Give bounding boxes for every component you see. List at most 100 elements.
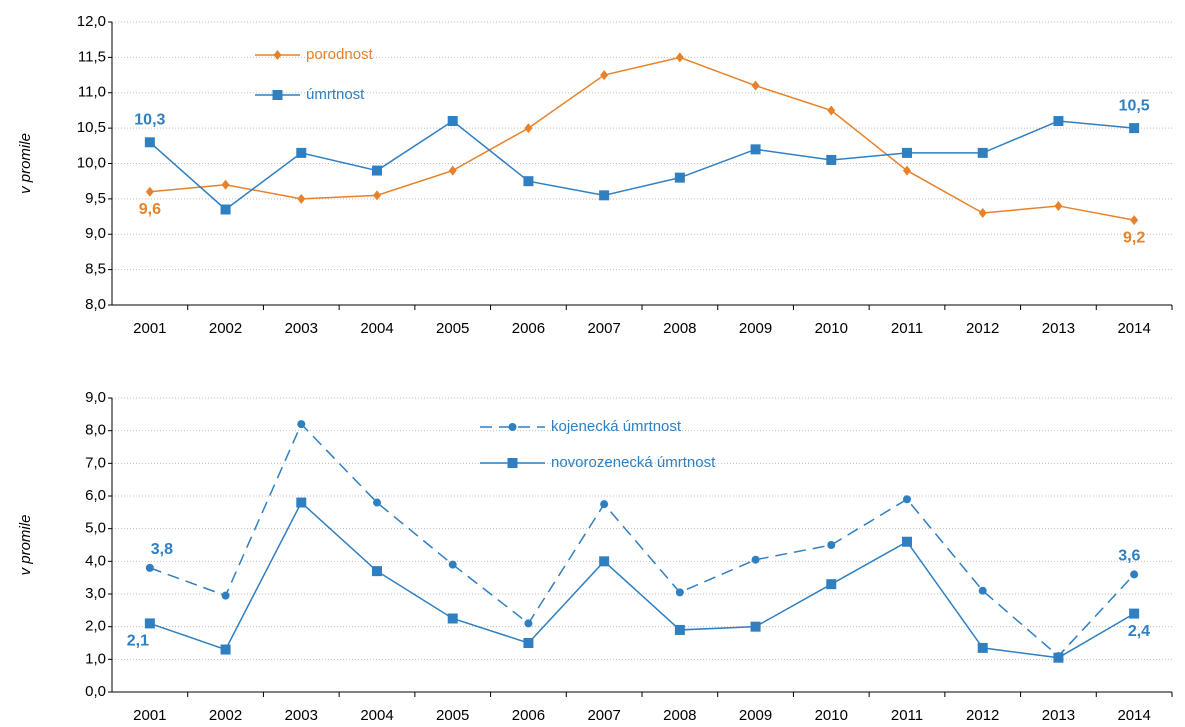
marker	[903, 495, 911, 504]
x-tick-label: 2009	[739, 320, 772, 337]
y-axis-label: v promile	[17, 133, 34, 194]
x-tick-label: 2006	[512, 320, 545, 337]
marker	[675, 588, 684, 597]
x-tick-label: 2013	[1042, 707, 1075, 724]
x-tick-label: 2014	[1117, 707, 1150, 724]
marker	[296, 147, 307, 158]
marker	[220, 204, 231, 215]
marker	[144, 137, 155, 148]
y-tick-label: 0,0	[85, 683, 106, 700]
value-label: 3,8	[151, 541, 173, 558]
legend-label: úmrtnost	[306, 86, 365, 103]
marker	[1129, 608, 1140, 619]
marker	[750, 621, 761, 632]
series-line	[149, 120, 1135, 211]
marker	[1054, 200, 1063, 211]
x-tick-label: 2007	[587, 320, 620, 337]
x-tick-label: 2005	[436, 707, 469, 724]
x-tick-label: 2006	[512, 707, 545, 724]
y-tick-label: 9,5	[85, 190, 106, 207]
marker	[1130, 215, 1139, 226]
x-tick-label: 2005	[436, 320, 469, 337]
marker	[1053, 116, 1064, 127]
y-axis-label: v promile	[17, 515, 34, 576]
value-label: 9,6	[139, 201, 161, 218]
x-tick-label: 2003	[285, 320, 318, 337]
x-tick-label: 2009	[739, 707, 772, 724]
marker	[674, 624, 685, 635]
x-tick-label: 2002	[209, 707, 242, 724]
marker	[221, 591, 230, 600]
marker	[599, 190, 610, 201]
y-tick-label: 11,0	[78, 84, 106, 101]
marker	[600, 70, 609, 81]
y-tick-label: 9,0	[85, 389, 106, 406]
legend-label: novorozenecká úmrtnost	[551, 454, 716, 471]
series-line	[149, 501, 1135, 659]
legend-label: porodnost	[306, 46, 374, 63]
marker	[1129, 123, 1140, 134]
x-tick-label: 2001	[133, 707, 166, 724]
marker	[827, 541, 836, 549]
value-label: 10,3	[134, 111, 165, 128]
x-tick-label: 2011	[891, 707, 923, 724]
marker	[373, 190, 381, 201]
marker	[902, 147, 912, 158]
marker	[372, 165, 382, 176]
x-tick-label: 2008	[663, 320, 696, 337]
y-tick-label: 1,0	[85, 650, 106, 667]
marker	[977, 147, 988, 158]
value-label: 10,5	[1119, 97, 1150, 114]
x-tick-label: 2008	[663, 707, 696, 724]
y-tick-label: 8,0	[85, 422, 106, 439]
y-tick-label: 3,0	[85, 585, 106, 602]
marker	[508, 423, 517, 431]
y-tick-label: 7,0	[85, 454, 106, 471]
x-tick-label: 2001	[133, 320, 166, 337]
marker	[145, 186, 154, 197]
value-label: 2,4	[1128, 623, 1150, 640]
marker	[750, 144, 761, 155]
marker	[373, 498, 381, 507]
x-tick-label: 2012	[966, 707, 999, 724]
marker	[902, 536, 912, 547]
marker	[675, 52, 684, 63]
marker	[523, 176, 534, 187]
marker	[524, 619, 533, 628]
y-tick-label: 11,5	[78, 48, 106, 65]
y-tick-label: 12,0	[77, 13, 106, 30]
marker	[144, 618, 155, 629]
marker	[751, 555, 760, 564]
x-tick-label: 2004	[360, 320, 393, 337]
marker	[978, 586, 987, 595]
marker	[297, 420, 306, 429]
x-tick-label: 2012	[966, 320, 999, 337]
y-tick-label: 6,0	[85, 487, 106, 504]
value-label: 9,2	[1123, 229, 1145, 246]
x-tick-label: 2013	[1042, 320, 1075, 337]
series-line	[149, 56, 1135, 221]
x-tick-label: 2010	[815, 707, 848, 724]
legend-label: kojenecká úmrtnost	[551, 418, 682, 435]
x-tick-label: 2002	[209, 320, 242, 337]
marker	[826, 154, 837, 165]
series-line	[149, 422, 1135, 658]
marker	[1130, 570, 1139, 579]
y-tick-label: 4,0	[85, 552, 106, 569]
marker	[221, 179, 230, 190]
x-tick-label: 2004	[360, 707, 393, 724]
x-tick-label: 2011	[891, 320, 923, 337]
value-label: 2,1	[127, 633, 149, 650]
marker	[296, 497, 307, 508]
marker	[523, 638, 534, 648]
y-tick-label: 9,0	[85, 225, 106, 242]
marker	[507, 458, 518, 468]
marker	[903, 165, 911, 176]
marker	[826, 579, 837, 590]
marker	[600, 500, 609, 509]
marker	[1053, 652, 1064, 663]
marker	[751, 80, 760, 91]
marker	[220, 644, 231, 655]
y-tick-label: 10,0	[77, 154, 106, 171]
